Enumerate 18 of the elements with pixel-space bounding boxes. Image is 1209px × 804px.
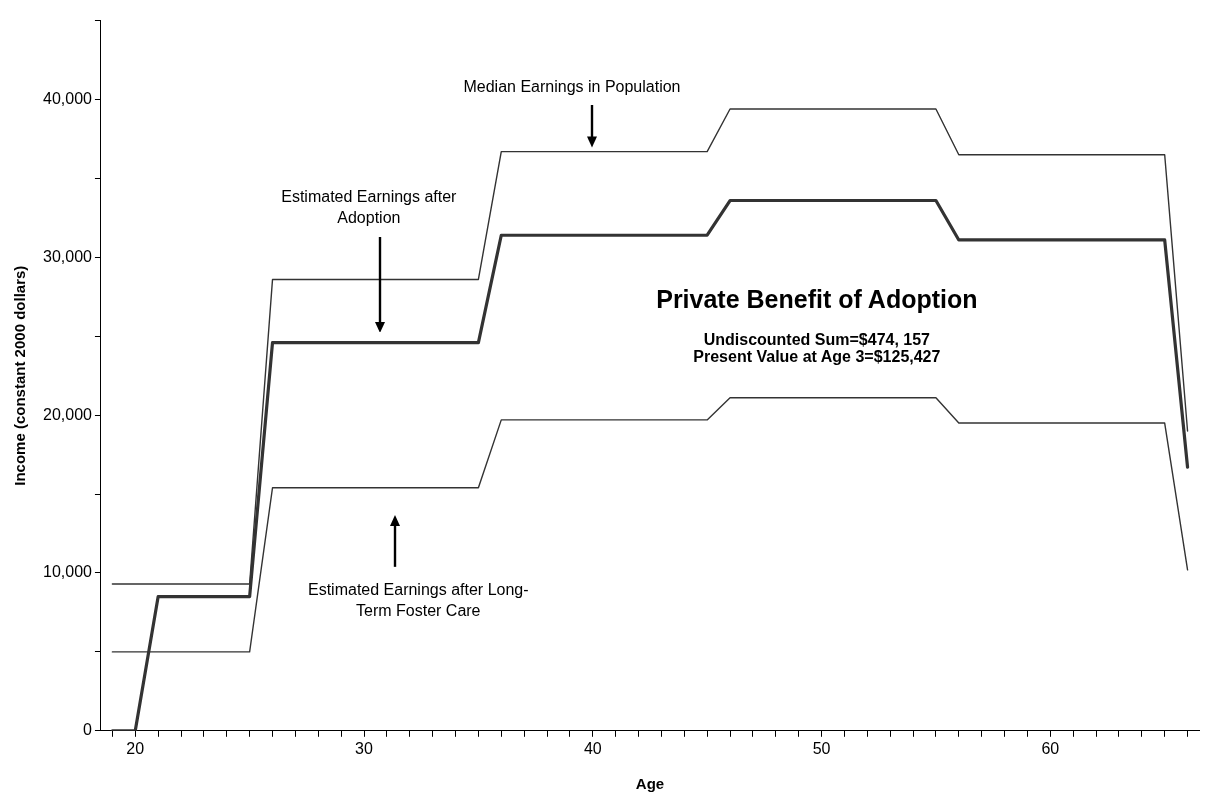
y-axis-title: Income (constant 2000 dollars) xyxy=(11,265,29,486)
x-axis-title: Age xyxy=(635,775,665,793)
annotation: Present Value at Age 3=$125,427 xyxy=(692,348,942,368)
annotation: Estimated Earnings after Adoption xyxy=(280,187,458,229)
x-tick-label: 40 xyxy=(583,739,602,757)
x-tick-label: 60 xyxy=(1041,739,1060,757)
y-tick-label: 0 xyxy=(83,721,93,739)
x-tick-label: 30 xyxy=(355,739,374,757)
y-tick-label: 30,000 xyxy=(43,247,93,265)
y-tick-label: 20,000 xyxy=(43,405,93,423)
y-tick-label: 40,000 xyxy=(43,89,93,107)
y-tick-label: 10,000 xyxy=(43,563,93,581)
annotation: Private Benefit of Adoption xyxy=(655,284,979,316)
x-tick-label: 20 xyxy=(126,739,145,757)
annotation: Undiscounted Sum=$474, 157 xyxy=(703,331,931,349)
annotation: Median Earnings in Population xyxy=(462,77,682,98)
x-tick-label: 50 xyxy=(812,739,831,757)
annotation: Estimated Earnings after Long-Term Foster Care xyxy=(307,580,530,622)
